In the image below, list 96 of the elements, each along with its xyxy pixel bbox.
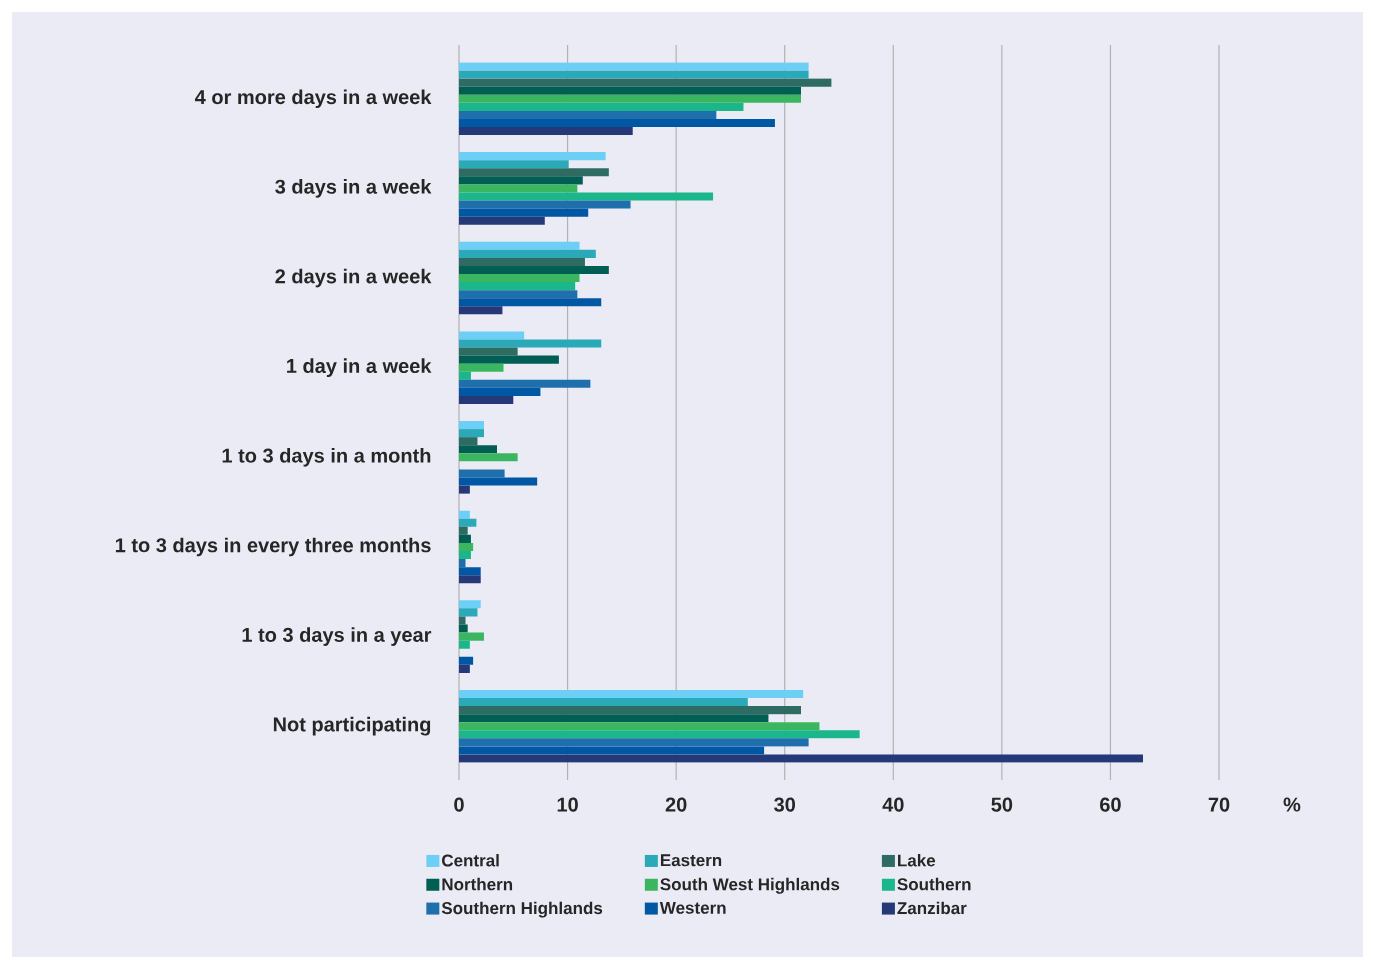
bar: [459, 738, 809, 747]
y-tick-label: 1 day in a week: [287, 358, 432, 378]
bar: [459, 706, 802, 715]
legend-label: Central: [442, 854, 499, 867]
bar: [459, 102, 744, 111]
bar: [459, 395, 514, 404]
bar: [459, 429, 484, 438]
bar: [459, 542, 474, 551]
y-tick-label: Not participating: [273, 716, 431, 736]
bar: [459, 371, 471, 380]
bar: [459, 379, 591, 388]
bar: [459, 152, 606, 161]
bar: [459, 331, 525, 340]
y-tick-label: 1 to 3 days in a month: [222, 448, 431, 467]
legend-label: South West Highlands: [660, 877, 840, 894]
x-tick-label: 50: [991, 797, 1013, 812]
bar: [459, 632, 484, 641]
bar: [459, 559, 466, 568]
bar: [459, 176, 583, 185]
bar: [459, 387, 541, 396]
bar: [459, 469, 505, 478]
bar: [459, 274, 580, 283]
x-tick-label: 70: [1208, 797, 1230, 812]
bar: [459, 518, 477, 527]
y-tick-label: 2 days in a week: [275, 268, 432, 288]
x-tick-label: 0: [454, 797, 464, 812]
bar: [459, 722, 820, 731]
x-tick-label: 40: [882, 797, 904, 812]
bar: [459, 78, 832, 87]
bar: [459, 485, 470, 494]
bar: [459, 306, 503, 315]
bar: [459, 600, 481, 609]
x-tick-label: 60: [1100, 797, 1121, 812]
bar: [459, 127, 633, 136]
bar: [459, 754, 1144, 763]
bar: [459, 347, 518, 356]
x-axis-title: %: [1283, 797, 1301, 812]
bar: [459, 265, 609, 275]
bar: [459, 94, 802, 103]
bar: [459, 746, 765, 755]
bar: [459, 689, 804, 698]
y-tick-label: 1 to 3 days in every three months: [115, 537, 431, 557]
bar: [459, 526, 468, 535]
bar: [459, 616, 466, 625]
bar: [459, 567, 481, 576]
bar: [459, 168, 609, 177]
bar: [459, 339, 602, 348]
bar: [459, 290, 578, 299]
bar: [459, 282, 576, 291]
legend-label: Zanzibar: [897, 901, 967, 915]
bar: [459, 445, 497, 454]
bar: [459, 363, 504, 372]
bar: [459, 656, 474, 665]
x-tick-label: 10: [557, 797, 578, 812]
bar: [459, 110, 717, 119]
bar: [459, 257, 585, 266]
legend-label: Lake: [898, 854, 936, 867]
bar: [459, 355, 559, 364]
bar: [459, 200, 631, 209]
bar: [459, 453, 518, 462]
bar: [459, 241, 580, 250]
bar: [459, 608, 478, 617]
bar: [459, 421, 484, 430]
bar: [459, 184, 578, 193]
legend-label: Southern Highlands: [441, 901, 603, 918]
bar: [459, 714, 769, 723]
bar: [459, 298, 602, 307]
x-tick-label: 20: [665, 797, 687, 812]
y-tick-label: 4 or more days in a week: [194, 89, 432, 109]
bar: [459, 208, 589, 217]
x-tick-label: 30: [774, 797, 796, 812]
bar: [459, 697, 748, 707]
bar: [459, 624, 468, 633]
bar: [459, 550, 471, 560]
bar: [459, 437, 478, 446]
bar: [459, 86, 802, 95]
bar: [459, 160, 569, 169]
bar: [459, 118, 775, 128]
bar: [459, 70, 809, 79]
bar: [459, 730, 860, 739]
bar: [459, 216, 545, 225]
bar: [459, 477, 538, 486]
y-tick-label: 1 to 3 days in a year: [242, 627, 432, 646]
bar: [459, 640, 470, 649]
bar: [459, 192, 714, 201]
bar: [459, 62, 809, 71]
bar: [459, 575, 481, 584]
bar: [459, 249, 596, 258]
legend-label: Western: [659, 901, 726, 914]
y-tick-label: 3 days in a week: [275, 179, 432, 198]
bar: [459, 664, 470, 673]
bar: [459, 534, 471, 543]
legend-label: Southern: [897, 877, 971, 891]
legend-label: Northern: [442, 877, 513, 891]
bar: [459, 510, 470, 519]
legend-label: Eastern: [660, 854, 722, 867]
